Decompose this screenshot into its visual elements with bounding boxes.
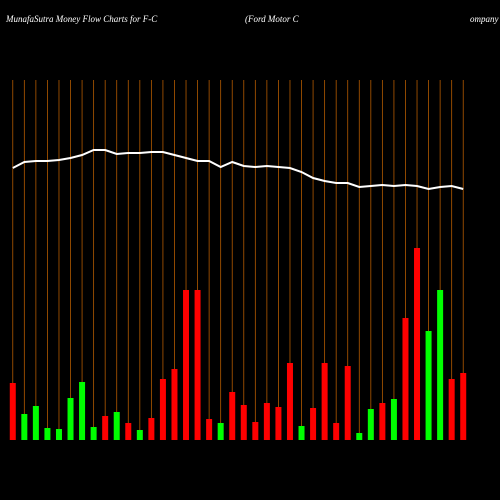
bar [229,392,236,440]
bar [206,419,213,440]
bar [356,433,363,440]
bar [159,379,166,440]
bar [113,412,120,440]
bar [379,403,386,440]
bar [367,409,374,440]
chart-subtitle-tail: ompany [470,14,499,24]
bar [425,331,432,440]
bar [9,383,16,440]
chart-title: MunafaSutra Money Flow Charts for F-C [5,14,158,24]
bar [32,406,39,440]
bar [448,379,455,440]
bar [148,418,155,440]
bar [252,422,259,440]
bar [44,428,51,440]
bar [414,248,421,440]
bar [402,318,409,440]
bar [21,414,28,440]
money-flow-line [12,149,464,191]
bar [125,423,132,440]
bar [55,429,62,440]
bar [310,408,317,440]
bar [171,369,178,440]
bar [298,426,305,440]
bar [460,373,467,440]
bar [321,363,328,440]
bar [344,366,351,440]
bar [275,407,282,440]
bar [67,398,74,440]
bar [194,290,201,440]
bar [136,430,143,440]
bar [437,290,444,440]
bar [286,363,293,440]
bar [217,423,224,440]
bar [390,399,397,440]
bar [102,416,109,440]
bar [333,423,340,440]
bar [79,382,86,440]
bar [240,405,247,440]
bar [263,403,270,440]
chart-subtitle: (Ford Motor C [245,14,300,24]
bar [90,427,97,440]
bar [183,290,190,440]
